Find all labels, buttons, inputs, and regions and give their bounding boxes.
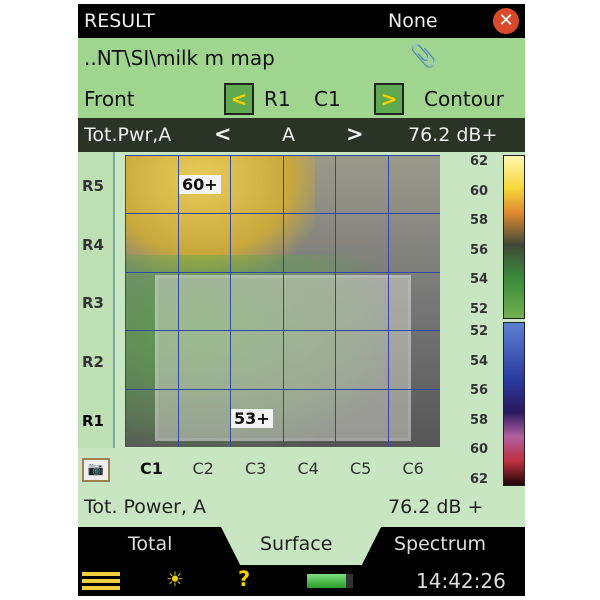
scale-tick: 54 bbox=[469, 353, 489, 369]
tab-surface[interactable] bbox=[221, 527, 381, 565]
grid-cell-R3-C2[interactable] bbox=[177, 271, 231, 332]
col-label-c3[interactable]: C3 bbox=[245, 459, 267, 478]
view-mode[interactable]: Contour bbox=[424, 87, 504, 111]
grid-cell-R1-C6[interactable] bbox=[387, 388, 440, 447]
grid-cell-R3-C4[interactable] bbox=[282, 271, 336, 332]
title-bar: RESULT None ✕ bbox=[78, 4, 525, 38]
path-row: ..NT\SI\milk m map 📎 bbox=[78, 38, 525, 78]
row-label: R1 bbox=[264, 87, 291, 111]
grid-cell-R5-C3[interactable] bbox=[230, 155, 284, 215]
tab-total[interactable]: Total bbox=[128, 533, 173, 555]
scale-tick: 60 bbox=[469, 442, 489, 457]
close-icon[interactable]: ✕ bbox=[493, 8, 519, 34]
parameter-bar: Tot.Pwr,A < A > 76.2 dB+ bbox=[78, 118, 525, 152]
grid-cell-R2-C3[interactable] bbox=[230, 330, 284, 390]
readout-value: 76.2 dB + bbox=[388, 496, 484, 518]
scale-tick: 62 bbox=[469, 471, 489, 487]
row-label-r3[interactable]: R3 bbox=[82, 294, 104, 312]
col-label-c2[interactable]: C2 bbox=[192, 459, 214, 478]
backlight-icon[interactable]: ☀ bbox=[166, 567, 184, 591]
row-label-r2[interactable]: R2 bbox=[82, 353, 104, 371]
grid-cell-R5-C5[interactable] bbox=[335, 155, 389, 215]
prev-position-button[interactable]: < bbox=[224, 83, 254, 115]
clock: 14:42:26 bbox=[416, 569, 506, 593]
grid-cell-R4-C5[interactable] bbox=[335, 213, 389, 273]
scale-tick: 60 bbox=[469, 183, 489, 199]
col-label-c5[interactable]: C5 bbox=[350, 459, 372, 478]
col-label-c1[interactable]: C1 bbox=[140, 459, 163, 478]
grid-cell-R1-C1[interactable] bbox=[125, 388, 179, 447]
contour-map[interactable]: 60+ 53+ bbox=[125, 155, 440, 447]
colorbar-upper bbox=[503, 155, 525, 319]
max-label: 60+ bbox=[179, 175, 221, 194]
row-label-r4[interactable]: R4 bbox=[82, 236, 104, 254]
tab-spectrum[interactable]: Spectrum bbox=[394, 533, 487, 555]
file-path: ..NT\SI\milk m map bbox=[84, 46, 275, 70]
grid-cell-R2-C4[interactable] bbox=[282, 330, 336, 390]
grid-cell-R2-C1[interactable] bbox=[125, 330, 179, 390]
scale-tick: 58 bbox=[469, 213, 489, 228]
grid-cell-R2-C2[interactable] bbox=[177, 330, 231, 390]
grid-cell-R1-C2[interactable] bbox=[177, 388, 231, 447]
parameter-name[interactable]: Tot.Pwr,A bbox=[84, 124, 172, 146]
grid-cell-R5-C4[interactable] bbox=[282, 155, 336, 215]
prev-weighting-button[interactable]: < bbox=[214, 122, 232, 146]
grid-cell-R4-C3[interactable] bbox=[230, 213, 284, 273]
title: RESULT bbox=[84, 10, 155, 32]
next-weighting-button[interactable]: > bbox=[346, 122, 364, 146]
scale-tick: 52 bbox=[469, 324, 489, 339]
grid-cell-R4-C1[interactable] bbox=[125, 213, 179, 273]
grid-cell-R3-C5[interactable] bbox=[335, 271, 389, 332]
grid-cell-R5-C1[interactable] bbox=[125, 155, 179, 215]
min-label: 53+ bbox=[231, 409, 273, 428]
scale-tick: 62 bbox=[469, 154, 489, 169]
paperclip-icon[interactable]: 📎 bbox=[410, 44, 438, 69]
scale-tick: 52 bbox=[469, 301, 489, 317]
battery-icon bbox=[307, 574, 353, 588]
col-label-c6[interactable]: C6 bbox=[402, 459, 424, 478]
grid-cell-R4-C6[interactable] bbox=[387, 213, 440, 273]
next-position-button[interactable]: > bbox=[374, 83, 404, 115]
colorbar-lower bbox=[503, 322, 525, 486]
grid-cell-R1-C5[interactable] bbox=[335, 388, 389, 447]
row-label-r5[interactable]: R5 bbox=[82, 177, 104, 195]
grid-cell-R4-C2[interactable] bbox=[177, 213, 231, 273]
menu-icon[interactable] bbox=[82, 572, 120, 590]
grid-cell-R3-C1[interactable] bbox=[125, 271, 179, 332]
grid-cell-R3-C6[interactable] bbox=[387, 271, 440, 332]
weighting: A bbox=[282, 124, 295, 146]
help-icon[interactable]: ? bbox=[238, 567, 251, 591]
grid-cell-R4-C4[interactable] bbox=[282, 213, 336, 273]
status-bar: ☀ ? 14:42:26 bbox=[78, 565, 525, 596]
row-labels: R5 R4 R3 R2 R1 bbox=[78, 152, 115, 448]
scale-tick: 54 bbox=[469, 272, 489, 287]
grid-cell-R2-C5[interactable] bbox=[335, 330, 389, 390]
grid-cell-R3-C3[interactable] bbox=[230, 271, 284, 332]
col-label: C1 bbox=[314, 87, 341, 111]
camera-icon[interactable]: 📷 bbox=[82, 458, 110, 482]
grid-cell-R1-C4[interactable] bbox=[282, 388, 336, 447]
scale-tick: 58 bbox=[469, 412, 489, 428]
side-label: Front bbox=[84, 87, 135, 111]
grid-cell-R5-C6[interactable] bbox=[387, 155, 440, 215]
tab-surface-label[interactable]: Surface bbox=[260, 533, 333, 555]
instrument-screen: RESULT None ✕ ..NT\SI\milk m map 📎 Front… bbox=[78, 4, 525, 596]
scale-tick: 56 bbox=[469, 242, 489, 258]
grid-cell-R2-C6[interactable] bbox=[387, 330, 440, 390]
readout-label: Tot. Power, A bbox=[84, 496, 207, 518]
col-label-c4[interactable]: C4 bbox=[297, 459, 319, 478]
position-row: Front < R1 C1 > Contour bbox=[78, 78, 525, 118]
row-label-r1[interactable]: R1 bbox=[82, 412, 104, 430]
scale-tick: 56 bbox=[469, 383, 489, 398]
mode-label[interactable]: None bbox=[388, 10, 438, 32]
tab-bar: Total Surface Spectrum bbox=[78, 527, 525, 565]
parameter-value: 76.2 dB+ bbox=[408, 124, 498, 146]
